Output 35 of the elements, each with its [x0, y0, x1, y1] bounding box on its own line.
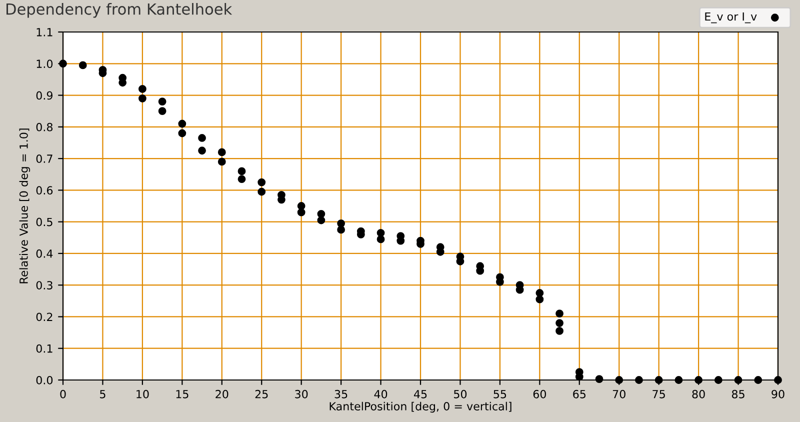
x-tick-label: 50	[454, 390, 467, 398]
x-tick-label: 35	[334, 390, 348, 398]
x-tick-label: 30	[295, 390, 308, 398]
y-tick-label: 0.8	[36, 122, 53, 132]
y-tick-label: 0.6	[36, 186, 53, 195]
x-tick-label: 10	[136, 390, 149, 398]
x-tick-label: 20	[216, 390, 228, 398]
y-tick-label: 0.7	[36, 154, 52, 163]
y-tick-label: 1.1	[36, 28, 52, 36]
y-tick-label: 0.0	[36, 376, 53, 384]
y-tick-label: 0.1	[36, 344, 52, 353]
x-tick-label: 5	[100, 390, 106, 398]
y-tick-label: 0.9	[36, 91, 52, 100]
legend-label: E_v or I_v	[705, 12, 757, 24]
y-tick-label: 0.4	[36, 249, 53, 258]
x-tick-label: 70	[612, 390, 626, 398]
x-tick-label: 60	[533, 390, 546, 398]
x-tick-label: 15	[176, 390, 188, 398]
y-tick-label: 1.0	[36, 60, 53, 68]
x-tick-label: 0	[60, 390, 66, 398]
x-tick-label: 40	[374, 390, 388, 398]
x-tick-label: 90	[772, 390, 784, 398]
y-tick-label: 0.5	[36, 218, 52, 226]
x-tick-label: 45	[414, 390, 427, 398]
x-tick-label: 25	[255, 390, 268, 398]
y-axis-title: Relative Value [0 deg = 1.0]	[19, 128, 30, 284]
x-tick-label: 80	[692, 390, 705, 398]
x-axis-title: KantelPosition [deg, 0 = vertical]	[330, 402, 512, 413]
y-tick-label: 0.3	[36, 281, 52, 290]
x-tick-label: 85	[732, 390, 744, 398]
y-tick-label: 0.2	[36, 312, 52, 322]
x-tick-label: 55	[494, 390, 506, 398]
chart-title: Dependency from Kantelhoek	[6, 3, 232, 18]
x-tick-label: 65	[573, 390, 586, 398]
x-tick-label: 75	[652, 390, 665, 398]
